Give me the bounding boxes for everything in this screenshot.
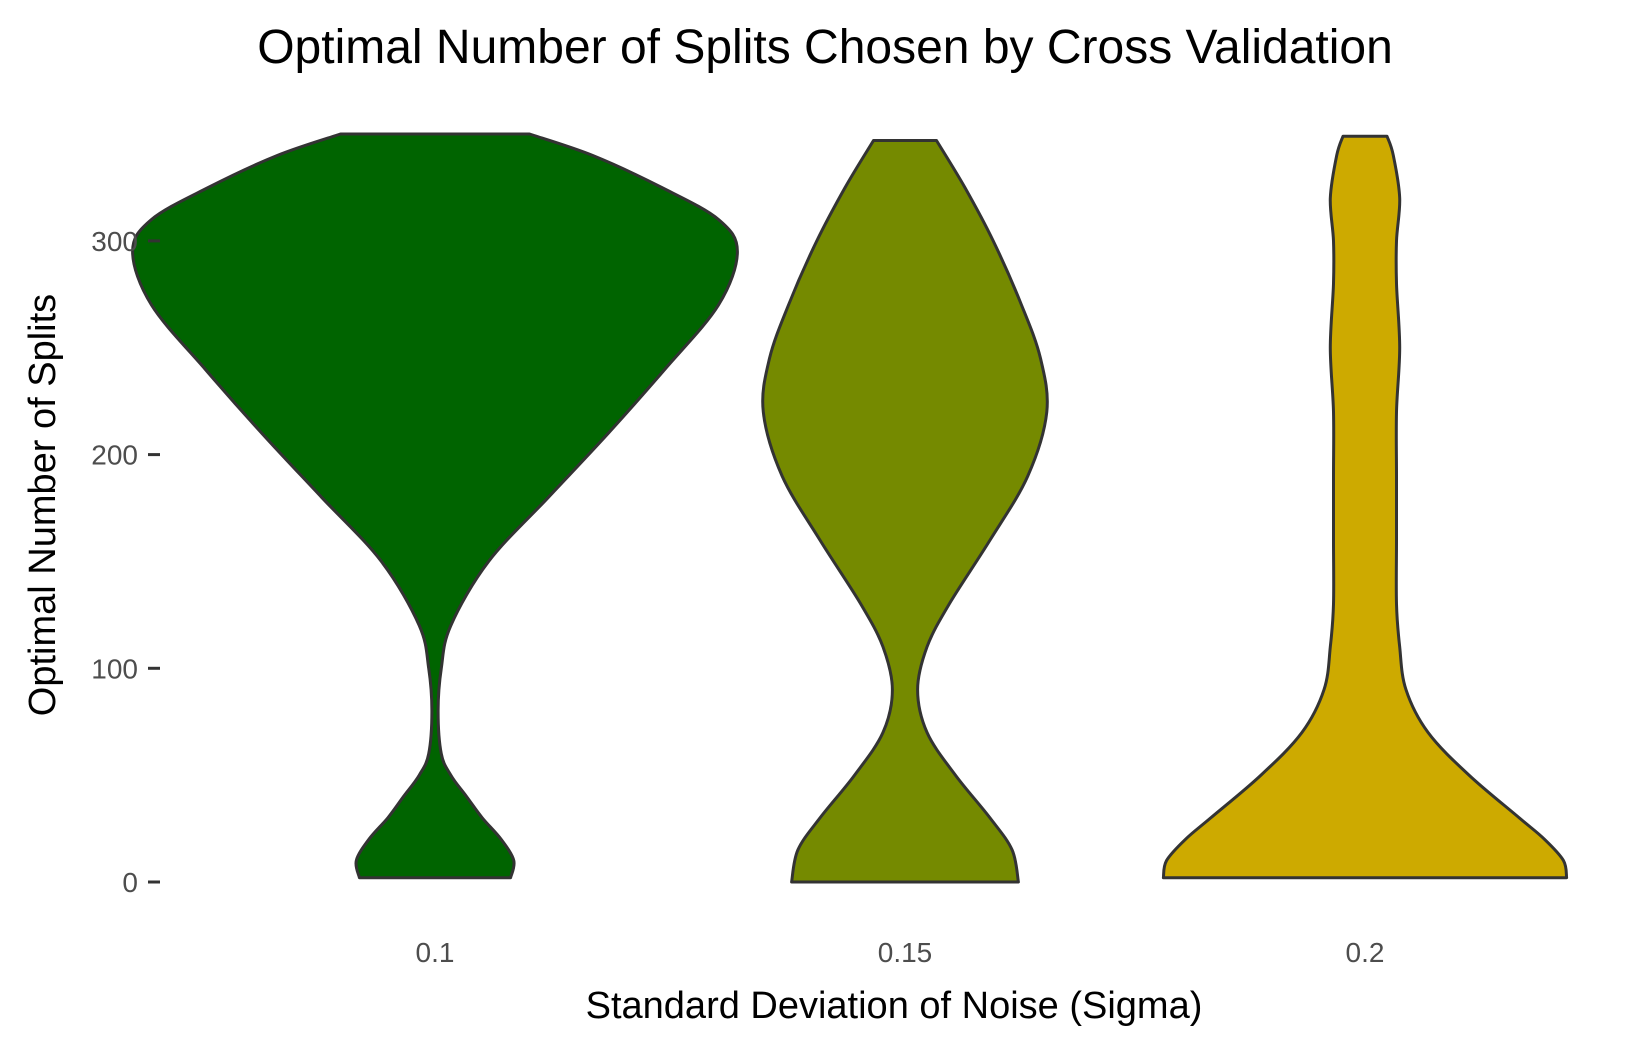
y-tick-label-300: 300	[91, 226, 138, 257]
violin-0-15	[761, 139, 1049, 884]
x-tick-label-0-15: 0.15	[878, 937, 933, 968]
x-axis: 0.1 0.15 0.2	[416, 937, 1385, 968]
violins-group	[131, 132, 1569, 884]
x-tick-label-0-1: 0.1	[416, 937, 455, 968]
y-tick-label-0: 0	[122, 867, 138, 898]
x-tick-label-0-2: 0.2	[1346, 937, 1385, 968]
y-axis: 0 100 200 300	[91, 226, 160, 898]
chart-title: Optimal Number of Splits Chosen by Cross…	[257, 21, 1393, 74]
x-axis-title: Standard Deviation of Noise (Sigma)	[586, 985, 1203, 1027]
y-tick-label-200: 200	[91, 440, 138, 471]
violin-0-2	[1161, 134, 1569, 880]
y-tick-label-100: 100	[91, 653, 138, 684]
violin-0-1	[131, 132, 739, 880]
y-axis-title: Optimal Number of Splits	[22, 294, 64, 716]
